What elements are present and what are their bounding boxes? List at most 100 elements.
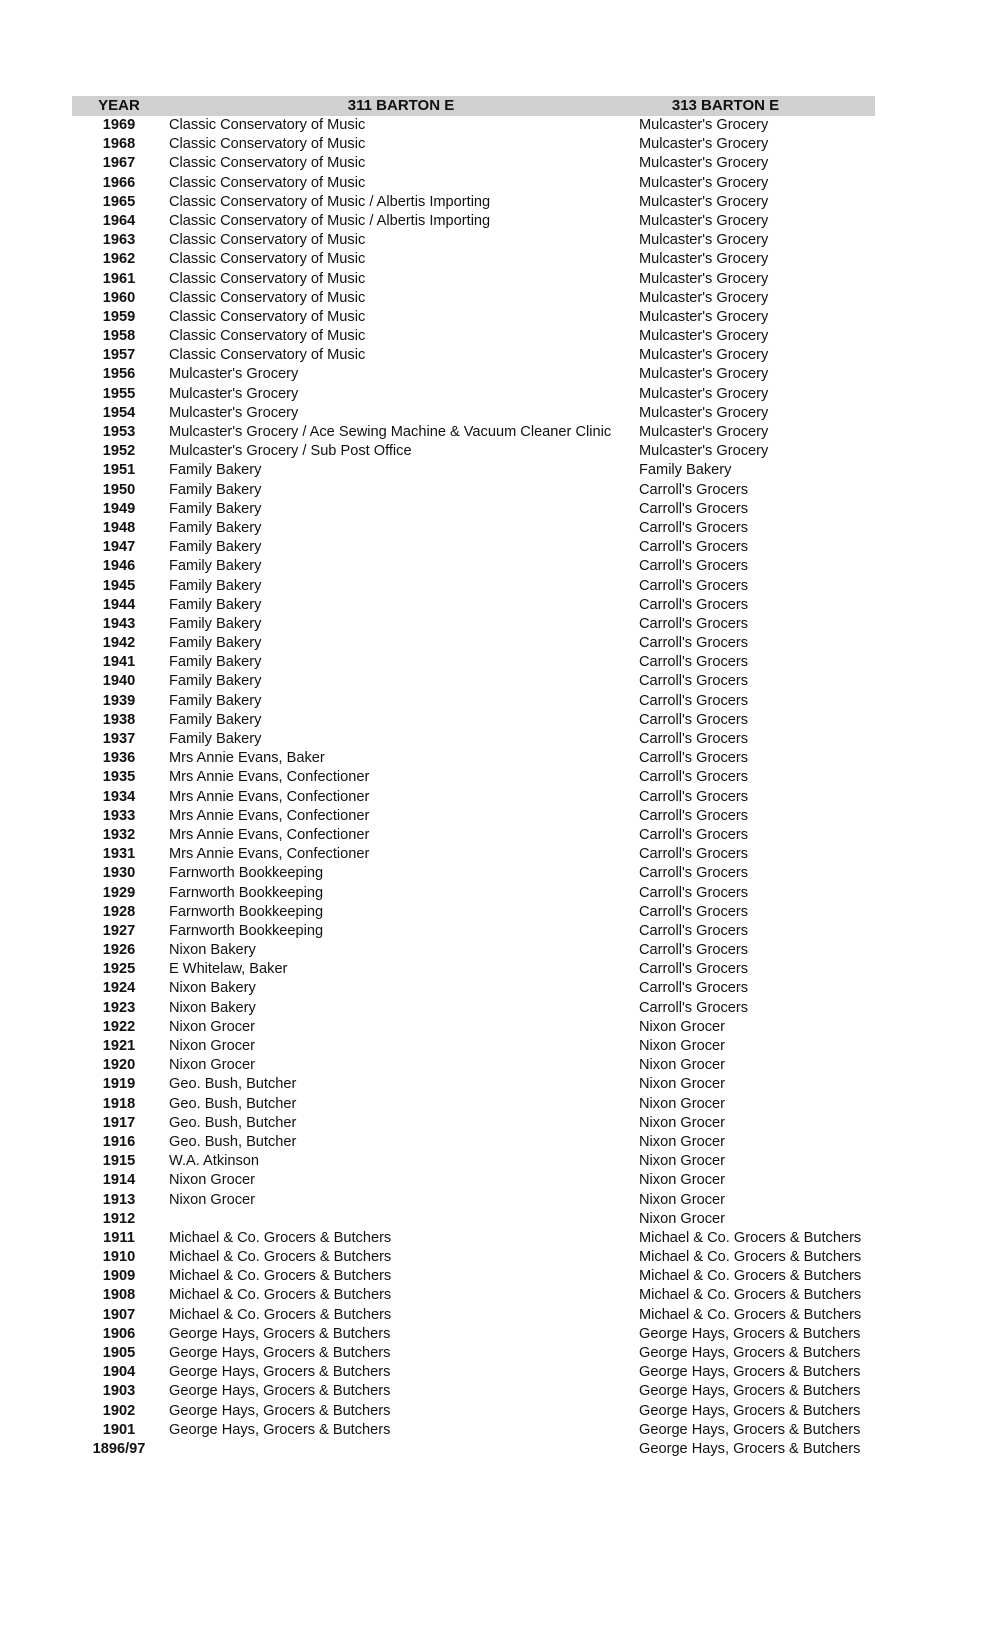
barton-313-cell: Carroll's Grocers (639, 980, 749, 997)
barton-311-cell: George Hays, Grocers & Butchers (169, 1345, 391, 1361)
barton-313-cell: Carroll's Grocers (639, 807, 749, 824)
year-cell: 1924 (102, 980, 136, 997)
year-cell: 1919 (102, 1076, 136, 1093)
year-cell: 1925 (102, 961, 136, 978)
barton-313-cell: Carroll's Grocers (639, 865, 749, 882)
barton-311-cell: Classic Conservatory of Music / Albertis… (169, 212, 491, 229)
header-313-barton-e: 313 BARTON E (671, 97, 780, 114)
barton-311-cell: Michael & Co. Grocers & Butchers (169, 1249, 392, 1266)
barton-313-cell: Mulcaster's Grocery (639, 443, 769, 460)
table-row: 1954 Mulcaster's Grocery Mulcaster's Groce… (72, 404, 875, 423)
barton-311-cell: Mrs Annie Evans, Confectioner (169, 807, 370, 824)
barton-311-cell: Family Bakery (169, 731, 262, 747)
barton-313-cell: Mulcaster's Grocery (639, 136, 769, 153)
barton-311-cell: Nixon Grocer (169, 1057, 255, 1074)
barton-311-cell: Family Bakery (169, 692, 262, 709)
year-cell: 1912 (102, 1210, 136, 1227)
year-cell: 1955 (102, 385, 136, 402)
table-row: 1951 Family Bakery Family Bakery (72, 461, 875, 480)
barton-313-cell: Mulcaster's Grocery (639, 424, 769, 440)
barton-311-cell: Family Bakery (169, 481, 262, 498)
barton-313-cell: Mulcaster's Grocery (639, 385, 769, 402)
barton-313-cell: George Hays, Grocers & Butchers (639, 1383, 861, 1400)
barton-313-cell: Carroll's Grocers (639, 769, 749, 786)
barton-313-cell: Nixon Grocer (639, 1076, 725, 1093)
barton-313-cell: Carroll's Grocers (639, 596, 749, 613)
barton-311-cell: Nixon Grocer (169, 1038, 255, 1054)
barton-313-cell: Nixon Grocer (639, 1114, 725, 1131)
barton-311-cell: Family Bakery (169, 635, 262, 652)
barton-311-cell: Classic Conservatory of Music (169, 347, 366, 364)
occupancy-table: YEAR 311 BARTON E 313 BARTON E 1969 Class… (72, 96, 875, 1459)
table-row: 1903 George Hays, Grocers & Butchers Georg… (72, 1382, 875, 1401)
barton-311-cell: Family Bakery (169, 577, 262, 594)
barton-313-cell: Carroll's Grocers (639, 903, 749, 920)
table-row: 1966 Classic Conservatory of Music Mulcast… (72, 174, 875, 193)
barton-311-cell: Mrs Annie Evans, Baker (169, 750, 325, 767)
table-row: 1939 Family Bakery Carroll's Grocers (72, 692, 875, 711)
year-cell: 1958 (102, 328, 136, 345)
table-row: 1947 Family Bakery Carroll's Grocers (72, 538, 875, 557)
table-row: 1927 Farnworth Bookkeeping Carroll's Groce… (72, 922, 875, 941)
table-row: 1911 Michael & Co. Grocers & Butchers Mich… (72, 1229, 875, 1248)
table-row: 1955 Mulcaster's Grocery Mulcaster's Groce… (72, 385, 875, 404)
barton-313-cell: Carroll's Grocers (639, 481, 749, 498)
year-cell: 1950 (102, 481, 136, 498)
table-row: 1934 Mrs Annie Evans, Confectioner Carroll… (72, 788, 875, 807)
table-row: 1932 Mrs Annie Evans, Confectioner Carroll… (72, 826, 875, 845)
year-cell: 1968 (102, 136, 136, 153)
barton-311-cell: Classic Conservatory of Music (169, 136, 366, 153)
year-cell: 1944 (102, 596, 136, 613)
table-row: 1956 Mulcaster's Grocery Mulcaster's Groce… (72, 365, 875, 384)
table-row: 1906 George Hays, Grocers & Butchers Georg… (72, 1325, 875, 1344)
barton-311-cell: Nixon Grocer (169, 1191, 255, 1208)
year-cell: 1949 (102, 500, 136, 517)
table-row: 1961 Classic Conservatory of Music Mulcast… (72, 270, 875, 289)
barton-313-cell: George Hays, Grocers & Butchers (639, 1345, 861, 1361)
barton-311-cell: Farnworth Bookkeeping (169, 865, 324, 882)
table-row: 1914 Nixon Grocer Nixon Grocer (72, 1171, 875, 1190)
year-cell: 1926 (102, 942, 136, 959)
year-cell: 1933 (102, 807, 136, 824)
barton-311-cell: W.A. Atkinson (169, 1153, 260, 1170)
barton-313-cell: Nixon Grocer (639, 1191, 725, 1208)
table-row: 1935 Mrs Annie Evans, Confectioner Carroll… (72, 768, 875, 787)
year-cell: 1940 (102, 673, 136, 690)
year-cell: 1928 (102, 903, 136, 920)
barton-313-cell: Nixon Grocer (639, 1057, 725, 1074)
year-cell: 1906 (102, 1325, 136, 1342)
year-cell: 1910 (102, 1249, 136, 1266)
barton-313-cell: Mulcaster's Grocery (639, 174, 769, 191)
table-row: 1959 Classic Conservatory of Music Mulcast… (72, 308, 875, 327)
barton-311-cell: Classic Conservatory of Music (169, 155, 366, 172)
barton-313-cell: Mulcaster's Grocery (639, 212, 769, 229)
barton-313-cell: Mulcaster's Grocery (639, 155, 769, 172)
barton-313-cell: Mulcaster's Grocery (639, 193, 769, 210)
year-cell: 1927 (102, 922, 136, 939)
year-cell: 1942 (102, 635, 136, 652)
year-cell: 1954 (102, 404, 136, 421)
year-cell: 1920 (102, 1057, 136, 1074)
barton-311-cell: George Hays, Grocers & Butchers (169, 1421, 391, 1438)
table-row: 1953 Mulcaster's Grocery / Ace Sewing Mac… (72, 423, 875, 442)
barton-313-cell: Mulcaster's Grocery (639, 117, 769, 133)
year-cell: 1939 (102, 692, 136, 709)
barton-313-cell: Carroll's Grocers (639, 615, 749, 632)
table-row: 1902 George Hays, Grocers & Butchers Georg… (72, 1402, 875, 1421)
year-cell: 1903 (102, 1383, 136, 1400)
barton-311-cell: Classic Conservatory of Music / Albertis… (169, 193, 491, 210)
barton-311-cell: Family Bakery (169, 519, 262, 536)
barton-311-cell: Mulcaster's Grocery (169, 385, 299, 402)
barton-313-cell: Carroll's Grocers (639, 519, 749, 536)
year-cell: 1957 (102, 347, 136, 364)
barton-313-cell: Nixon Grocer (639, 1172, 725, 1189)
barton-313-cell: Mulcaster's Grocery (639, 308, 769, 325)
barton-313-cell: Mulcaster's Grocery (639, 366, 769, 383)
table-row: 1901 George Hays, Grocers & Butchers Georg… (72, 1421, 875, 1440)
table-row: 1968 Classic Conservatory of Music Mulcast… (72, 135, 875, 154)
table-row: 1967 Classic Conservatory of Music Mulcast… (72, 154, 875, 173)
barton-311-cell: George Hays, Grocers & Butchers (169, 1364, 391, 1381)
table-row: 1905 George Hays, Grocers & Butchers Georg… (72, 1344, 875, 1363)
year-cell: 1962 (102, 251, 136, 268)
table-row: 1908 Michael & Co. Grocers & Butchers Mich… (72, 1286, 875, 1305)
